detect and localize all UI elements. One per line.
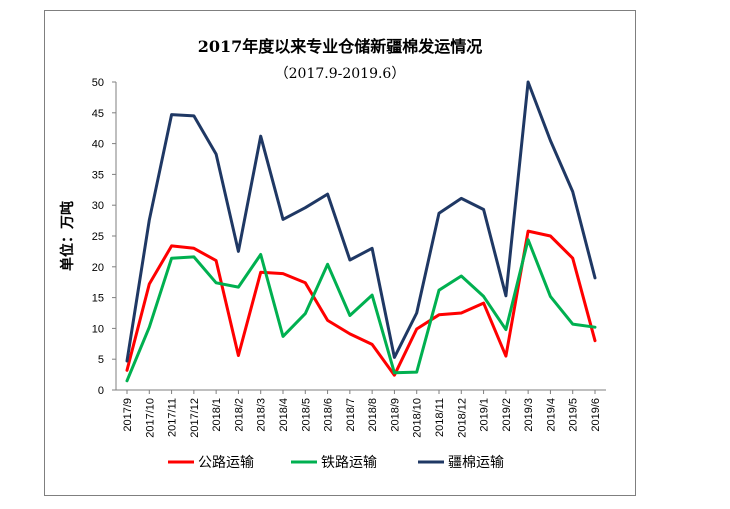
chart-subtitle: （2017.9-2019.6）: [274, 66, 406, 82]
x-tick-label: 2017/11: [167, 398, 179, 437]
x-tick-label: 2019/1: [479, 398, 491, 432]
x-tick-label: 2019/5: [568, 398, 580, 432]
x-tick-label: 2019/2: [501, 398, 513, 432]
x-tick-label: 2019/3: [523, 398, 535, 432]
x-tick-label: 2017/10: [144, 398, 156, 438]
y-tick-label: 25: [92, 231, 104, 243]
x-tick-label: 2017/9: [122, 398, 134, 432]
y-axis-label: 单位：万吨: [59, 201, 76, 271]
y-tick-label: 35: [92, 169, 104, 181]
x-tick-label: 2018/4: [278, 398, 290, 432]
x-tick-label: 2017/12: [189, 398, 201, 438]
x-tick-label: 2018/2: [233, 398, 245, 432]
y-tick-label: 50: [92, 77, 104, 89]
y-tick-label: 5: [98, 354, 104, 366]
x-tick-label: 2018/1: [211, 398, 223, 432]
x-tick-label: 2018/5: [300, 398, 312, 432]
series-line-1: [125, 229, 597, 377]
legend-label-3: 疆棉运输: [448, 454, 504, 471]
x-tick-label: 2019/6: [590, 398, 602, 432]
y-tick-label: 10: [92, 323, 104, 335]
x-tick-label: 2018/9: [389, 398, 401, 432]
series-line-2: [125, 238, 597, 383]
chart-title: 2017年度以来专业仓储新疆棉发运情况: [197, 37, 483, 56]
x-tick-label: 2018/7: [345, 398, 357, 432]
x-tick-label: 2018/3: [256, 398, 268, 432]
y-tick-label: 45: [92, 108, 104, 120]
x-tick-label: 2018/10: [412, 398, 424, 438]
x-tick-label: 2018/8: [367, 398, 379, 432]
x-tick-label: 2018/12: [456, 398, 468, 438]
x-tick-label: 2018/11: [434, 398, 446, 437]
y-tick-label: 0: [98, 385, 104, 397]
legend-label-1: 公路运输: [198, 455, 254, 471]
y-tick-label: 40: [92, 139, 104, 151]
series-line-3: [125, 80, 597, 363]
y-tick-label: 15: [92, 293, 104, 305]
y-tick-label: 20: [92, 262, 104, 274]
x-tick-label: 2019/4: [545, 398, 557, 432]
legend-label-2: 铁路运输: [321, 455, 377, 471]
y-tick-label: 30: [92, 200, 104, 212]
x-tick-label: 2018/6: [323, 398, 335, 432]
